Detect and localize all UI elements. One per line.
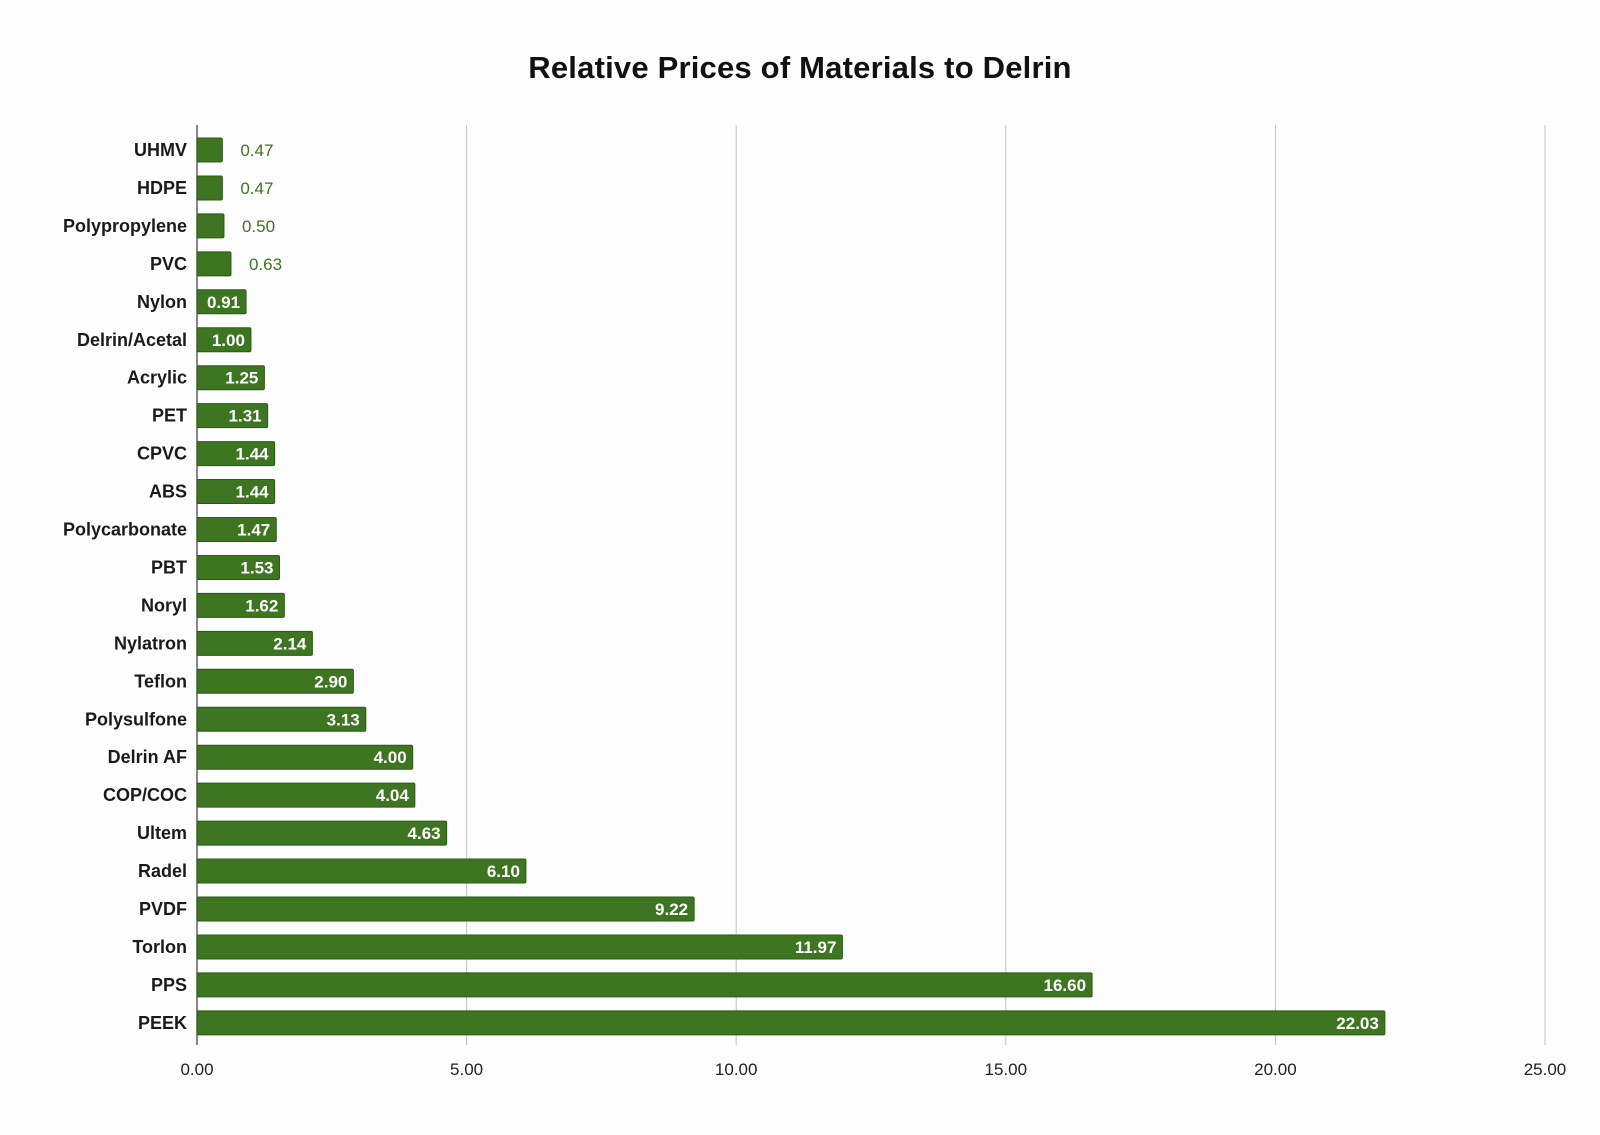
- bar: [196, 706, 367, 732]
- category-label: Polypropylene: [63, 216, 187, 236]
- bar: [196, 592, 285, 618]
- bar: [196, 782, 416, 808]
- bar: [196, 896, 695, 922]
- category-label: Acrylic: [127, 368, 187, 388]
- bar: [196, 251, 232, 277]
- category-label: Nylatron: [114, 633, 187, 653]
- bar: [196, 213, 225, 239]
- value-label: 3.13: [327, 710, 360, 729]
- x-tick-label: 25.00: [1524, 1060, 1567, 1079]
- grid-lines: [196, 125, 1546, 1045]
- category-label: Noryl: [141, 595, 187, 615]
- value-label: 1.62: [245, 596, 278, 615]
- value-label: 2.90: [314, 672, 347, 691]
- bar: [196, 554, 280, 580]
- category-label: Polycarbonate: [63, 520, 187, 540]
- bar: [196, 972, 1093, 998]
- category-label: PEEK: [138, 1013, 187, 1033]
- value-label: 16.60: [1044, 976, 1087, 995]
- bar: [196, 403, 269, 429]
- x-tick-label: 10.00: [715, 1060, 758, 1079]
- value-label: 0.50: [242, 217, 275, 236]
- category-label: Ultem: [137, 823, 187, 843]
- value-label: 1.31: [229, 407, 262, 426]
- category-label: CPVC: [137, 444, 187, 464]
- category-label: PPS: [151, 975, 187, 995]
- bar: [196, 820, 448, 846]
- category-label: Delrin/Acetal: [77, 330, 187, 350]
- value-label: 6.10: [487, 862, 520, 881]
- category-label: Torlon: [132, 937, 187, 957]
- bar: [196, 934, 843, 960]
- category-label: PET: [152, 406, 187, 426]
- bar: [196, 517, 277, 542]
- x-tick-label: 20.00: [1254, 1060, 1297, 1079]
- category-label: Delrin AF: [108, 747, 187, 767]
- x-tick-labels: 0.00 5.00 10.00 15.00 20.00 25.00: [180, 1060, 1566, 1079]
- value-label: 1.25: [225, 369, 258, 388]
- value-label: 0.63: [249, 255, 282, 274]
- x-tick-label: 15.00: [985, 1060, 1028, 1079]
- value-label: 0.47: [240, 179, 273, 198]
- category-label: Radel: [138, 861, 187, 881]
- value-label: 22.03: [1336, 1014, 1379, 1033]
- value-label: 0.47: [240, 141, 273, 160]
- category-labels: UHMV HDPE Polypropylene PVC Nylon Delrin/Acet…: [63, 140, 187, 1033]
- category-label: ABS: [149, 482, 187, 502]
- bar: [196, 479, 276, 505]
- value-label: 4.00: [374, 748, 407, 767]
- bar: [196, 289, 247, 315]
- value-label: 0.91: [207, 293, 240, 312]
- value-label: 4.04: [376, 786, 410, 805]
- bar: [196, 441, 276, 467]
- bar: [196, 137, 223, 163]
- category-label: Polysulfone: [85, 709, 187, 729]
- category-label: PVDF: [139, 899, 187, 919]
- value-label: 9.22: [655, 900, 688, 919]
- value-label: 2.14: [273, 634, 307, 653]
- value-label: 1.47: [237, 521, 270, 540]
- category-label: PBT: [151, 557, 187, 577]
- bar: [196, 327, 252, 353]
- x-tick-label: 0.00: [180, 1060, 213, 1079]
- value-label: 1.44: [236, 483, 270, 502]
- category-label: Teflon: [134, 671, 187, 691]
- value-label: 1.44: [236, 445, 270, 464]
- category-label: HDPE: [137, 178, 187, 198]
- bar: [196, 175, 223, 201]
- bar: [196, 1010, 1386, 1036]
- bar: [196, 858, 527, 884]
- bar: [196, 744, 414, 770]
- bar: [196, 365, 265, 391]
- category-label: COP/COC: [103, 785, 187, 805]
- bar: [196, 668, 354, 694]
- value-label: 1.53: [240, 558, 273, 577]
- chart-title: Relative Prices of Materials to Delrin: [528, 50, 1072, 85]
- category-label: Nylon: [137, 292, 187, 312]
- bars: [196, 137, 1386, 1036]
- value-labels: 0.47 0.47 0.50 0.63 0.91 1.00 1.25 1.31 1.44 1.44…: [207, 141, 1379, 1033]
- bar: [196, 630, 313, 656]
- value-label: 4.63: [408, 824, 441, 843]
- x-tick-label: 5.00: [450, 1060, 483, 1079]
- category-label: UHMV: [134, 140, 187, 160]
- category-label: PVC: [150, 254, 187, 274]
- value-label: 11.97: [795, 938, 837, 957]
- value-label: 1.00: [212, 331, 245, 350]
